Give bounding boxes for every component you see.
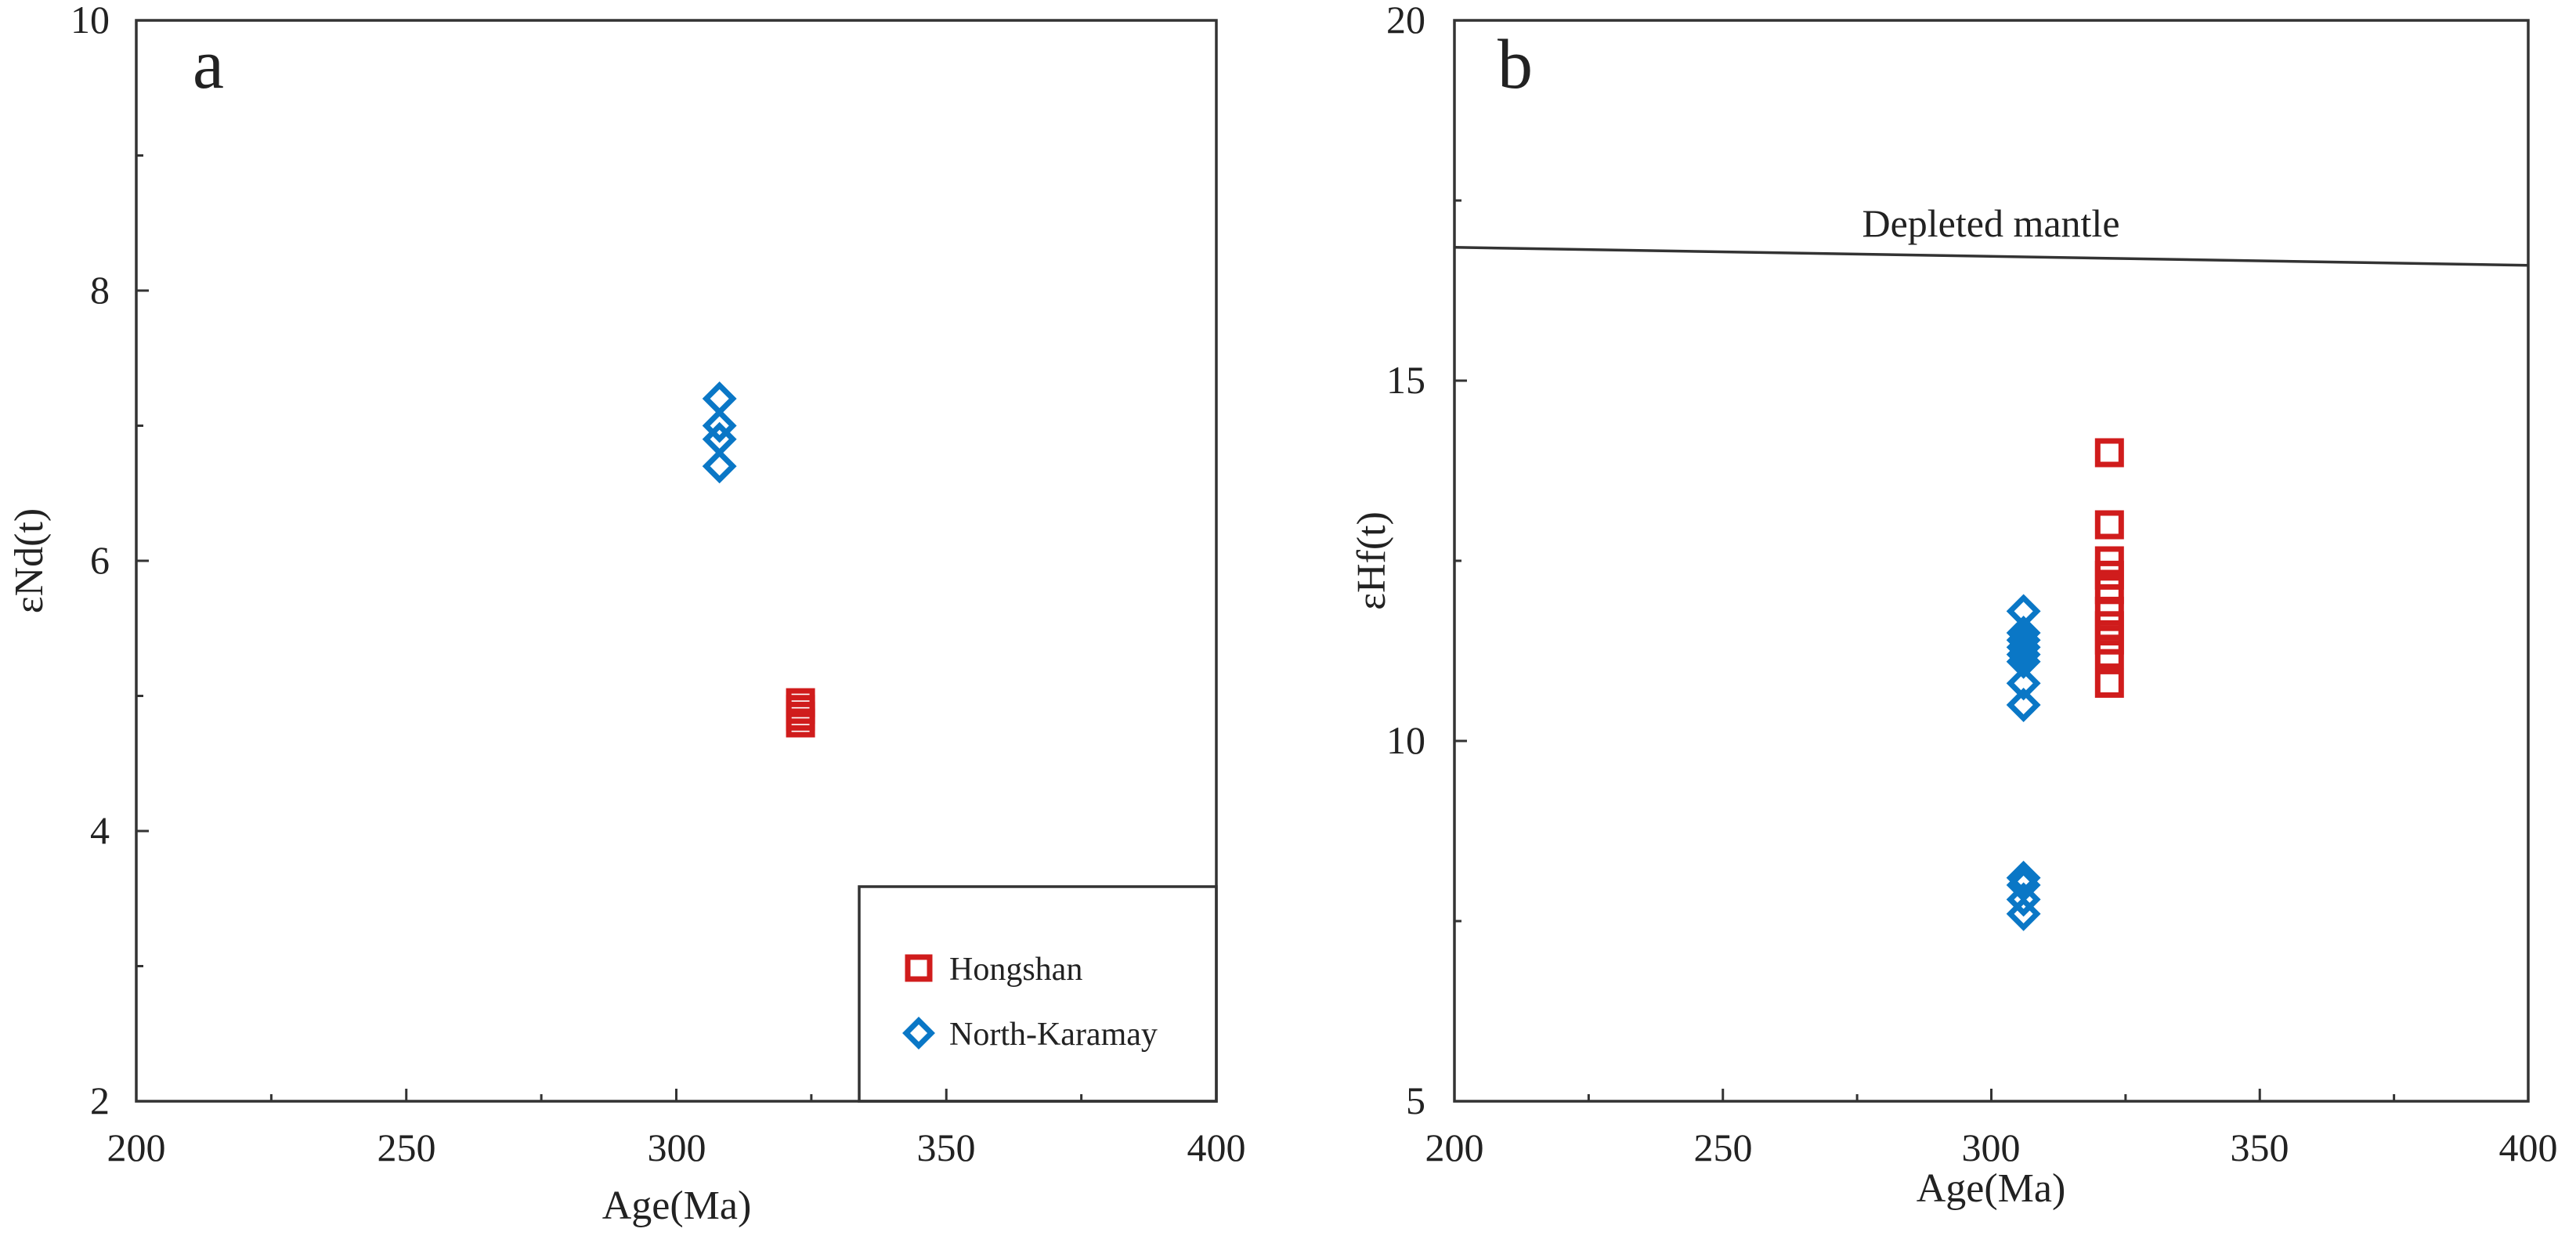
panel-a-plot-frame [135, 19, 1218, 1103]
data-point-north-karamay [2006, 630, 2041, 665]
panel-b-x-tick-label: 200 [1425, 1126, 1484, 1169]
panel-a-x-tick-label: 300 [648, 1126, 706, 1169]
legend-hongshan-label: Hongshan [949, 952, 1082, 988]
data-point-north-karamay [702, 449, 737, 484]
panel-a-y-tick-label: 10 [70, 0, 110, 42]
panel-a-x-tick-label: 350 [917, 1126, 976, 1169]
panel-b-plot-frame [1453, 19, 2530, 1103]
panel-b-x-axis-title: Age(Ma) [1917, 1166, 2066, 1211]
panel-a-y-tick-label: 8 [90, 268, 110, 312]
data-point-north-karamay [2006, 896, 2041, 931]
data-point-hongshan [786, 708, 815, 738]
data-point-north-karamay [2006, 688, 2041, 722]
data-point-north-karamay [2006, 666, 2041, 701]
panel-b-x-tick-label: 300 [1962, 1126, 2021, 1169]
panel-a-label: a [193, 26, 224, 103]
data-point-north-karamay [2006, 882, 2041, 917]
panel-a-y-tick-label: 6 [90, 538, 110, 582]
panel-a-x-tick-label: 200 [107, 1126, 166, 1169]
panel-b-y-tick-label: 15 [1386, 358, 1425, 402]
panel-a-x-tick-label: 400 [1187, 1126, 1246, 1169]
panel-a-legend-box [858, 885, 1218, 1103]
legend-north-karamay-marker [902, 1017, 935, 1050]
data-point-hongshan [2094, 510, 2124, 540]
depleted-mantle-line [1454, 246, 2529, 267]
panel-a-y-tick-label: 4 [90, 808, 110, 852]
legend-north-karamay-label: North-Karamay [949, 1017, 1158, 1053]
panel-b-x-tick-label: 250 [1694, 1126, 1753, 1169]
panel-b-y-ticks [1454, 19, 1467, 1103]
data-point-hongshan [2094, 668, 2124, 698]
panel-a: 2 4 6 8 10 200 250 300 350 400 Age(Ma) ε… [7, 0, 1246, 1228]
panel-b-data-points [2006, 438, 2124, 931]
data-point-north-karamay [2006, 623, 2041, 658]
panel-a-x-axis-title: Age(Ma) [602, 1183, 752, 1228]
panel-a-y-ticks [136, 19, 149, 1103]
data-point-hongshan [2094, 438, 2124, 468]
panel-b-y-tick-label: 10 [1386, 718, 1425, 762]
panel-b-label: b [1498, 26, 1533, 103]
panel-a-data-points [702, 381, 815, 738]
panel-b: 5 10 15 20 200 250 300 350 400 Age(Ma) ε… [1349, 0, 2558, 1211]
panel-b-y-tick-label: 20 [1386, 0, 1425, 42]
panel-a-x-tick-label: 250 [378, 1126, 436, 1169]
panel-b-x-tick-label: 350 [2231, 1126, 2289, 1169]
panel-a-y-tick-label: 2 [90, 1079, 110, 1122]
data-point-north-karamay [702, 381, 737, 416]
data-point-north-karamay [2006, 860, 2041, 895]
panel-b-y-axis-title: εHf(t) [1349, 511, 1394, 610]
panel-a-y-axis-title: εNd(t) [7, 508, 52, 613]
panel-b-x-tick-label: 400 [2499, 1126, 2558, 1169]
legend-hongshan-marker [905, 954, 933, 982]
panel-a-x-ticks [135, 1089, 1218, 1101]
data-point-north-karamay [702, 408, 737, 443]
panel-b-y-tick-label: 5 [1406, 1079, 1425, 1122]
data-point-hongshan [2094, 640, 2124, 670]
depleted-mantle-label: Depleted mantle [1862, 201, 2119, 245]
data-point-north-karamay [2006, 644, 2041, 679]
panel-b-x-ticks [1453, 1089, 2530, 1101]
